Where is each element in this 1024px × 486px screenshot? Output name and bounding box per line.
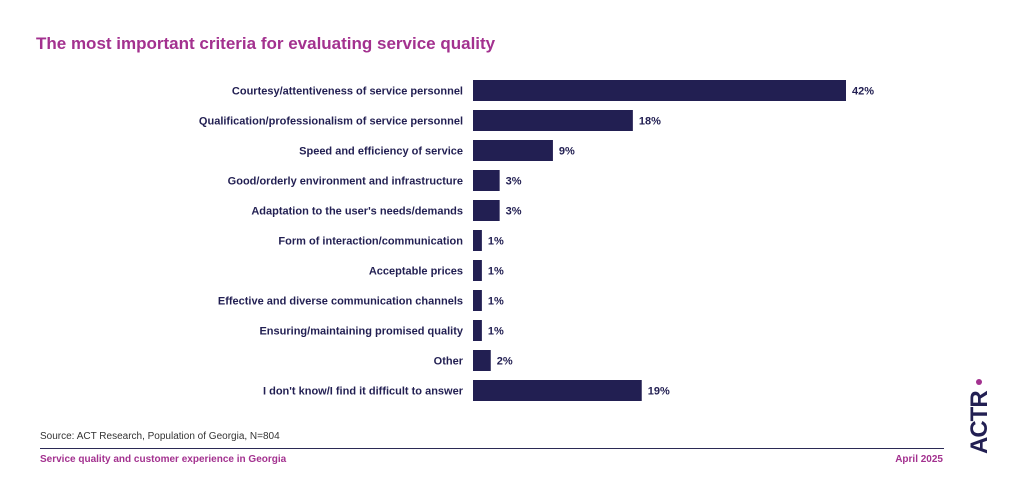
value-label: 1% — [488, 326, 504, 338]
value-label: 1% — [488, 236, 504, 248]
category-label: Form of interaction/communication — [278, 236, 463, 248]
value-label: 19% — [648, 386, 670, 398]
category-label: Adaptation to the user's needs/demands — [251, 206, 463, 218]
category-label: Qualification/professionalism of service… — [199, 116, 463, 128]
category-label: Speed and efficiency of service — [299, 146, 463, 158]
value-label: 3% — [506, 176, 522, 188]
bar — [473, 290, 482, 311]
bar — [473, 200, 500, 221]
bar — [473, 260, 482, 281]
value-label: 1% — [488, 296, 504, 308]
source-note: Source: ACT Research, Population of Geor… — [40, 431, 280, 442]
bar — [473, 170, 500, 191]
category-label: Ensuring/maintaining promised quality — [259, 326, 463, 338]
category-label: Good/orderly environment and infrastruct… — [228, 176, 463, 188]
category-label: Other — [434, 356, 464, 368]
value-label: 9% — [559, 146, 575, 158]
value-label: 42% — [852, 86, 874, 98]
bar — [473, 110, 633, 131]
category-label: Effective and diverse communication chan… — [218, 296, 463, 308]
chart-title: The most important criteria for evaluati… — [36, 34, 496, 53]
bar — [473, 140, 553, 161]
category-label: Acceptable prices — [369, 266, 463, 278]
bar — [473, 230, 482, 251]
footer-report-title: Service quality and customer experience … — [40, 454, 287, 465]
value-label: 3% — [506, 206, 522, 218]
value-label: 2% — [497, 356, 513, 368]
category-label: Courtesy/attentiveness of service person… — [232, 86, 463, 98]
bar — [473, 350, 491, 371]
act-logo-icon: ACTR — [966, 379, 993, 454]
bar-chart: Courtesy/attentiveness of service person… — [199, 80, 874, 401]
category-label: I don't know/I find it difficult to answ… — [263, 386, 464, 398]
logo-text: ACTR — [966, 391, 993, 454]
value-label: 18% — [639, 116, 661, 128]
bar — [473, 320, 482, 341]
logo-dot — [976, 379, 982, 385]
bar — [473, 80, 846, 101]
footer-divider — [40, 448, 944, 449]
value-label: 1% — [488, 266, 504, 278]
bar — [473, 380, 642, 401]
footer-date: April 2025 — [895, 454, 943, 465]
